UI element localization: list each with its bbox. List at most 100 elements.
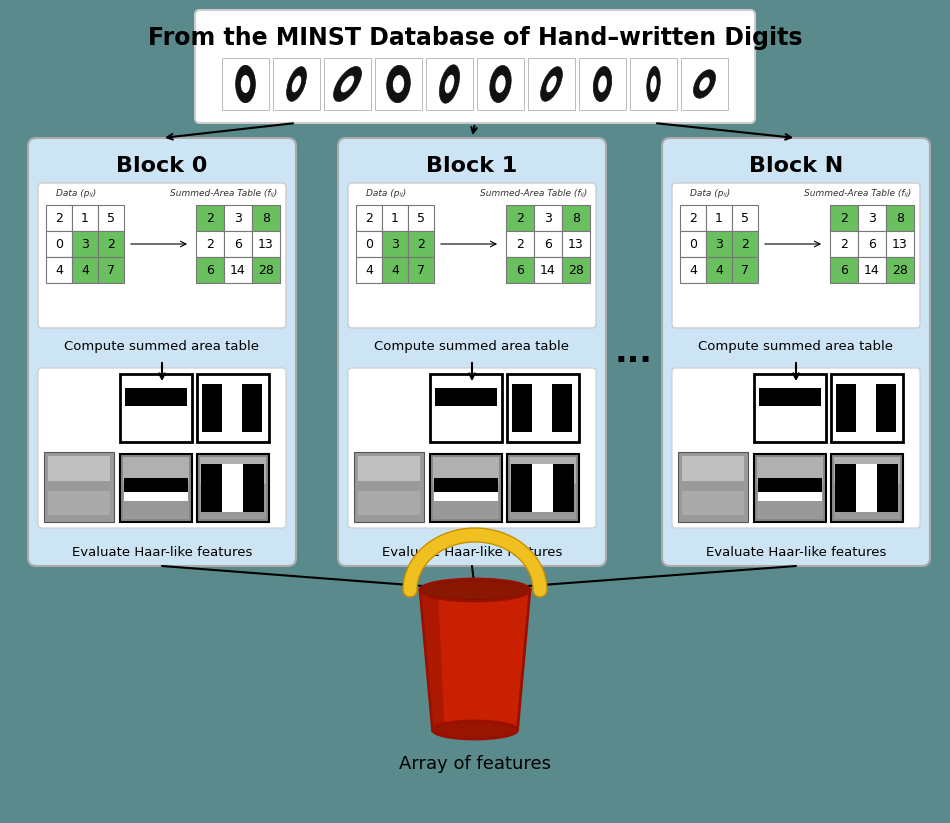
Bar — [678, 452, 748, 522]
Text: 7: 7 — [741, 263, 749, 277]
Bar — [534, 205, 562, 231]
Ellipse shape — [422, 581, 528, 599]
FancyBboxPatch shape — [38, 368, 286, 528]
Text: 5: 5 — [741, 212, 749, 225]
Bar — [426, 58, 473, 110]
Text: 13: 13 — [892, 238, 908, 250]
Bar — [430, 454, 502, 522]
Text: 2: 2 — [206, 238, 214, 250]
Bar — [356, 231, 382, 257]
Bar — [382, 205, 408, 231]
Bar — [856, 384, 876, 432]
Text: Evaluate Haar-like features: Evaluate Haar-like features — [706, 546, 886, 559]
Bar — [858, 205, 886, 231]
Text: 3: 3 — [81, 238, 89, 250]
Bar — [356, 205, 382, 231]
Bar — [830, 205, 858, 231]
Bar — [506, 231, 534, 257]
Ellipse shape — [287, 67, 307, 101]
Text: 7: 7 — [417, 263, 425, 277]
Text: 2: 2 — [741, 238, 749, 250]
Ellipse shape — [546, 76, 557, 92]
Text: 6: 6 — [516, 263, 524, 277]
Text: 2: 2 — [206, 212, 214, 225]
Ellipse shape — [387, 65, 410, 103]
Bar — [510, 485, 576, 518]
Bar — [252, 205, 280, 231]
Bar — [124, 492, 188, 501]
Text: 1: 1 — [391, 212, 399, 225]
Text: 14: 14 — [864, 263, 880, 277]
Bar — [758, 478, 822, 492]
Bar — [408, 231, 434, 257]
FancyBboxPatch shape — [28, 138, 296, 566]
Bar — [125, 406, 187, 415]
Bar — [886, 205, 914, 231]
Text: 0: 0 — [55, 238, 63, 250]
Text: 2: 2 — [365, 212, 373, 225]
Text: Data (pᵢⱼ): Data (pᵢⱼ) — [690, 188, 731, 198]
Text: 3: 3 — [391, 238, 399, 250]
Text: 4: 4 — [81, 263, 89, 277]
Text: 6: 6 — [206, 263, 214, 277]
Text: 2: 2 — [689, 212, 697, 225]
Bar — [834, 457, 900, 484]
Bar — [196, 257, 224, 283]
Ellipse shape — [541, 67, 562, 101]
Bar — [197, 374, 269, 442]
Ellipse shape — [420, 579, 530, 601]
Text: 7: 7 — [107, 263, 115, 277]
Text: 2: 2 — [55, 212, 63, 225]
Bar — [532, 384, 552, 432]
Bar — [44, 452, 114, 522]
Text: Compute summed area table: Compute summed area table — [698, 340, 894, 352]
Bar — [46, 231, 72, 257]
Bar — [754, 454, 826, 522]
Text: 0: 0 — [365, 238, 373, 250]
FancyBboxPatch shape — [338, 138, 606, 566]
Text: Data (pᵢⱼ): Data (pᵢⱼ) — [366, 188, 407, 198]
Bar — [222, 58, 269, 110]
Text: ...: ... — [615, 336, 653, 369]
Text: 2: 2 — [840, 238, 848, 250]
Bar — [706, 257, 732, 283]
Bar — [856, 464, 877, 512]
Bar — [506, 205, 534, 231]
Bar — [732, 205, 758, 231]
Bar — [858, 231, 886, 257]
Bar — [830, 231, 858, 257]
Bar — [831, 454, 903, 522]
Text: 4: 4 — [715, 263, 723, 277]
Text: 6: 6 — [544, 238, 552, 250]
Bar — [48, 491, 110, 515]
Bar — [507, 454, 579, 522]
Bar — [125, 388, 187, 406]
Text: Compute summed area table: Compute summed area table — [374, 340, 569, 352]
Bar — [579, 58, 626, 110]
Bar — [433, 485, 499, 518]
Ellipse shape — [393, 75, 404, 93]
Text: 28: 28 — [258, 263, 274, 277]
Text: 1: 1 — [81, 212, 89, 225]
Bar — [682, 491, 744, 515]
Bar — [382, 231, 408, 257]
Bar — [754, 374, 826, 442]
Bar — [430, 374, 502, 442]
Ellipse shape — [699, 77, 710, 91]
Bar — [196, 205, 224, 231]
Bar — [46, 205, 72, 231]
Bar — [512, 384, 532, 432]
Bar — [375, 58, 422, 110]
Text: Block 1: Block 1 — [427, 156, 518, 176]
Ellipse shape — [490, 66, 511, 103]
Bar — [98, 205, 124, 231]
Bar — [408, 205, 434, 231]
Text: Summed-Area Table (fᵢⱼ): Summed-Area Table (fᵢⱼ) — [805, 188, 912, 198]
FancyBboxPatch shape — [348, 183, 596, 328]
Text: 6: 6 — [234, 238, 242, 250]
Bar — [534, 257, 562, 283]
Text: 4: 4 — [365, 263, 373, 277]
Bar — [120, 374, 192, 442]
Text: From the MINST Database of Hand–written Digits: From the MINST Database of Hand–written … — [148, 26, 802, 50]
Bar — [836, 384, 856, 432]
